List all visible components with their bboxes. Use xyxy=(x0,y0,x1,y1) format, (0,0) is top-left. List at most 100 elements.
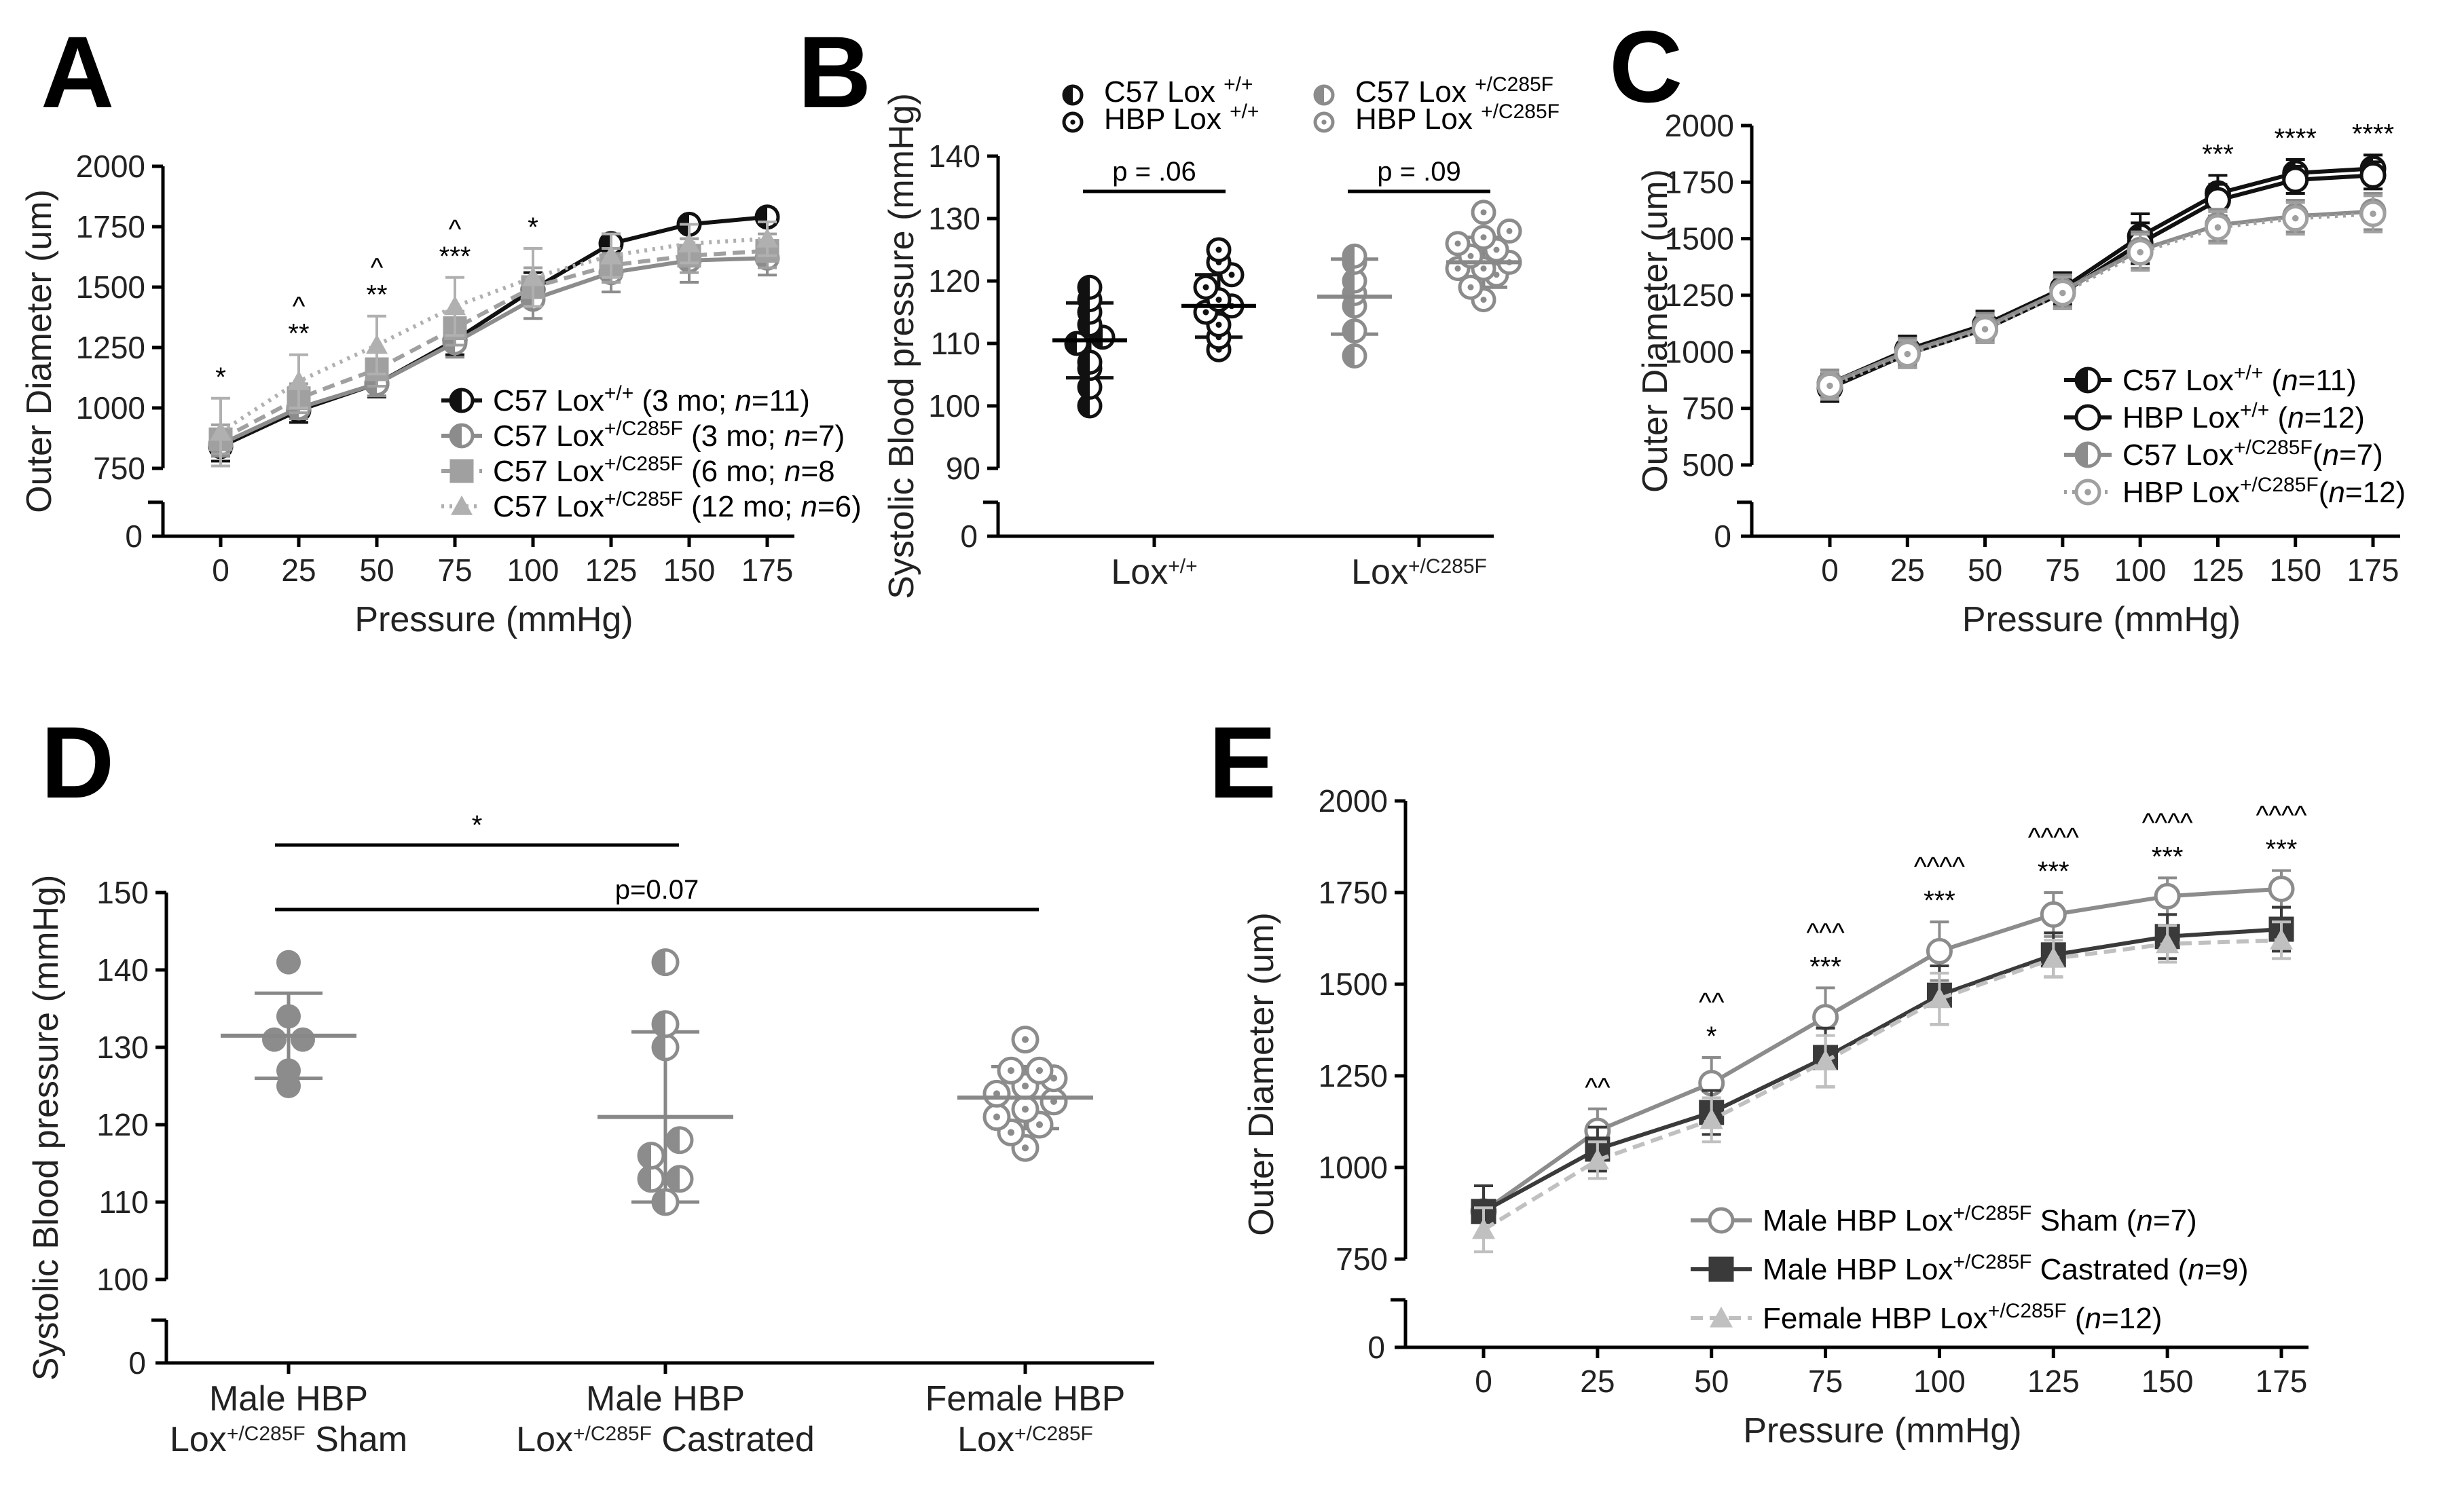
x-tick-label: 175 xyxy=(2347,553,2399,588)
x-tick-label: 75 xyxy=(437,553,472,588)
y-tick-label: 750 xyxy=(93,451,145,486)
data-point xyxy=(210,421,232,441)
data-point xyxy=(1342,243,1367,269)
series-male-hbp-lox-c285f-sham xyxy=(221,950,356,1098)
legend-marker xyxy=(449,423,475,449)
x-tick-label: 50 xyxy=(1968,553,2002,588)
significance-mark: ^ xyxy=(449,214,462,244)
significance-mark: ^ xyxy=(293,292,306,322)
y-tick-label: 140 xyxy=(96,952,149,988)
y-axis-title: Systolic Blood pressure (mmHg) xyxy=(882,93,921,599)
y-tick-label: 2000 xyxy=(1665,108,1734,143)
legend-item: HBP Lox+/C285F(n=12) xyxy=(2064,474,2406,509)
data-point xyxy=(262,1027,287,1052)
group-label-line1: Male HBP xyxy=(209,1379,368,1419)
significance-mark: ^^ xyxy=(1699,988,1725,1017)
y-tick-label: 750 xyxy=(1336,1241,1388,1277)
x-tick-label: 0 xyxy=(212,553,229,588)
comparison-label: p = .09 xyxy=(1377,157,1460,187)
series-line xyxy=(1482,886,2282,1214)
data-point xyxy=(2359,200,2387,227)
data-point xyxy=(678,232,700,252)
y-tick-label: 1500 xyxy=(76,269,145,305)
data-point xyxy=(2154,882,2181,910)
significance-mark: *** xyxy=(2038,857,2070,886)
data-point xyxy=(651,948,680,977)
data-point xyxy=(276,1058,301,1083)
legend-item: C57 Lox+/C285F (3 mo; n=7) xyxy=(441,417,845,453)
group-label-line2: Lox+/C285F Castrated xyxy=(516,1420,815,1459)
data-point xyxy=(522,266,544,286)
legend-label: C57 Lox+/C285F (12 mo; n=6) xyxy=(493,488,862,524)
comparison-label: p=0.07 xyxy=(615,875,699,905)
legend-label: C57 Lox +/C285F xyxy=(1355,73,1553,109)
legend-label: C57 Lox+/+ (3 mo; n=11) xyxy=(493,382,810,418)
y-tick-label: 1250 xyxy=(76,330,145,365)
legend-marker xyxy=(449,388,475,413)
data-point xyxy=(982,1079,1011,1108)
legend-item: HBP Lox+/+ (n=12) xyxy=(2064,399,2365,435)
legend-label: C57 Lox+/C285F(n=7) xyxy=(2122,436,2383,472)
significance-mark: * xyxy=(1706,1022,1717,1051)
data-point xyxy=(2040,901,2067,928)
panel-d: D 0 100 110 120 130 140 150 Systolic Blood press… xyxy=(26,705,1154,1459)
group-label-line2: Lox+/C285F Sham xyxy=(170,1420,407,1459)
legend-marker xyxy=(2074,479,2101,506)
legend-marker xyxy=(2074,441,2101,468)
legend-marker xyxy=(1062,84,1084,106)
panel-a: A 0 750 1000 1250 1500 1750 2000 0 25 50 75 100 125 15… xyxy=(20,15,862,639)
data-point xyxy=(1585,1148,1609,1169)
x-tick-label: 25 xyxy=(1580,1364,1615,1399)
x-axis-title: Pressure (mmHg) xyxy=(1743,1411,2021,1450)
data-point xyxy=(2127,239,2154,266)
legend-marker xyxy=(1708,1207,1735,1234)
x-tick-label: 0 xyxy=(1821,553,1839,588)
series-line xyxy=(219,248,768,441)
comparison-label: * xyxy=(472,810,483,840)
data-point xyxy=(2270,929,2293,950)
data-point xyxy=(2042,947,2065,968)
series-line xyxy=(1482,927,2282,1214)
significance-mark: **** xyxy=(2275,124,2317,153)
y-axis-title: Outer Diameter (um) xyxy=(1242,912,1281,1236)
data-point xyxy=(997,1056,1025,1085)
legend-marker xyxy=(1313,111,1335,133)
data-point xyxy=(637,1165,665,1193)
data-point xyxy=(1816,372,1843,399)
y-tick-label: 1250 xyxy=(1319,1058,1388,1093)
data-point xyxy=(1193,274,1219,300)
data-point xyxy=(444,295,466,316)
x-tick-label: 75 xyxy=(2045,553,2080,588)
series-line xyxy=(219,256,768,447)
significance-mark: ** xyxy=(288,319,309,349)
x-tick-label: 50 xyxy=(1694,1364,1729,1399)
data-point xyxy=(637,1142,665,1170)
significance-mark: **** xyxy=(2352,119,2394,149)
group-label-line1: Male HBP xyxy=(586,1379,745,1419)
legend-item: C57 Lox+/C285F(n=7) xyxy=(2064,436,2383,472)
y-tick-label: 100 xyxy=(96,1262,149,1297)
data-point xyxy=(1011,1095,1040,1123)
significance-mark: ^^^ xyxy=(1806,918,1845,948)
comparison-label: p = .06 xyxy=(1112,157,1196,187)
y-tick-label: 1250 xyxy=(1665,278,1734,313)
x-tick-label: 175 xyxy=(741,553,794,588)
significance-mark: * xyxy=(215,362,226,392)
legend-marker xyxy=(1710,1307,1733,1328)
data-point xyxy=(1458,274,1484,300)
y-axis-title: Outer Diameter (um) xyxy=(20,189,59,513)
legend-label: Female HBP Lox+/C285F (n=12) xyxy=(1763,1300,2162,1336)
data-point xyxy=(2049,280,2076,307)
data-point xyxy=(1342,318,1367,344)
y-tick-label: 1750 xyxy=(1319,875,1388,910)
legend-label: HBP Lox +/C285F xyxy=(1355,100,1560,136)
data-point xyxy=(2204,214,2231,241)
data-point xyxy=(276,950,301,975)
legend-label: HBP Lox+/+ (n=12) xyxy=(2122,399,2365,435)
y-tick-label: 1000 xyxy=(76,390,145,426)
y-tick-label-zero: 0 xyxy=(128,1345,146,1381)
significance-mark: *** xyxy=(2152,842,2184,872)
data-point xyxy=(1972,316,1999,343)
series-line xyxy=(1828,212,2374,388)
series-line xyxy=(1828,166,2374,386)
